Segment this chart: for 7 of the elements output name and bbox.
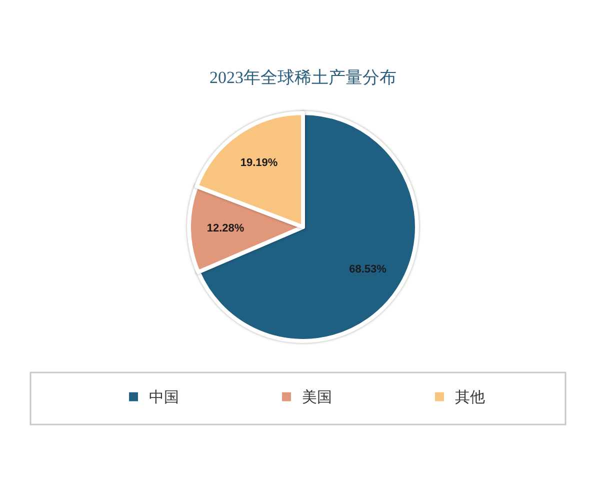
legend-label: 美国	[302, 388, 332, 406]
data-label: 12.28%	[206, 222, 244, 235]
chart-title: 2023年全球稀土产量分布	[210, 68, 396, 87]
data-label: 68.53%	[349, 264, 387, 276]
legend-label: 其他	[455, 388, 485, 406]
legend-label: 中国	[149, 388, 179, 406]
data-label: 19.19%	[240, 157, 278, 170]
